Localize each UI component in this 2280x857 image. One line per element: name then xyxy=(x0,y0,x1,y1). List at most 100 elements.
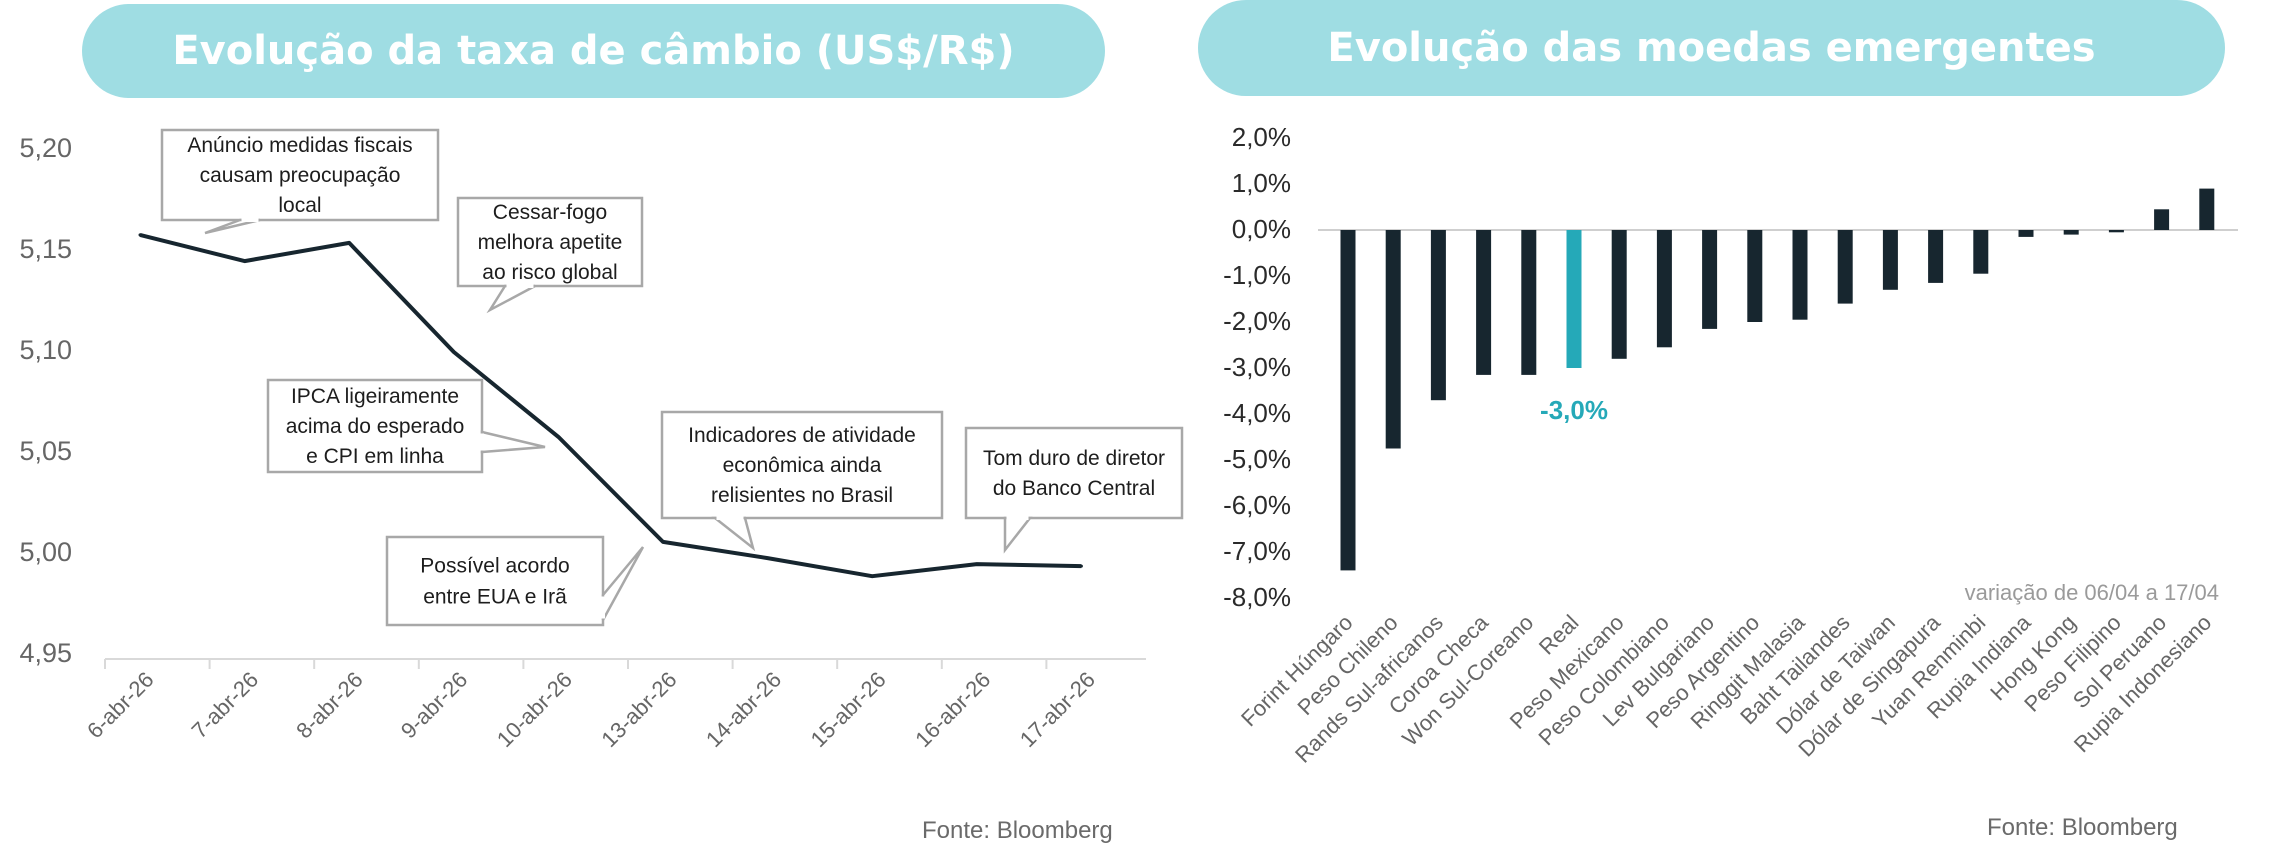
data-point xyxy=(975,562,979,566)
callout-text: acima do esperado xyxy=(286,415,465,438)
callout-text: Possível acordo xyxy=(420,555,569,578)
y-tick-label: 4,95 xyxy=(19,638,72,668)
callout-pointer xyxy=(601,546,645,621)
bar xyxy=(1882,230,1898,290)
data-point xyxy=(870,574,874,578)
annotation-callout: IPCA ligeiramente acima do esperado e CPI … xyxy=(266,378,546,474)
period-note: variação de 06/04 a 17/04 xyxy=(1965,580,2219,605)
data-point xyxy=(661,540,665,544)
callout-text: e CPI em linha xyxy=(306,445,444,468)
data-point xyxy=(1079,564,1083,568)
data-point xyxy=(347,241,351,245)
callout-box xyxy=(456,196,644,288)
bar xyxy=(1973,230,1989,274)
y-tick-label: -6,0% xyxy=(1223,490,1291,520)
annotation-callout: Possível acordo entre EUA e Irã xyxy=(385,535,645,627)
annotation-callout: Cessar-fogo melhora apetite ao risco globa… xyxy=(456,196,644,314)
y-tick-label: 5,10 xyxy=(19,335,72,365)
bar xyxy=(1385,230,1401,449)
x-tick-label: 7-abr-26 xyxy=(187,667,263,743)
bar xyxy=(1476,230,1492,375)
callout-box xyxy=(964,426,1184,520)
callout-text: entre EUA e Irã xyxy=(423,586,567,609)
data-point xyxy=(766,556,770,560)
annotation-callout: Anúncio medidas fiscais causam preocupaçã… xyxy=(160,128,440,235)
callout-text: Anúncio medidas fiscais xyxy=(187,134,412,157)
y-tick-label: 5,20 xyxy=(19,133,72,163)
x-tick-label: 15-abr-26 xyxy=(806,667,891,752)
x-tick-label: 16-abr-26 xyxy=(910,667,995,752)
bar xyxy=(1521,230,1537,375)
y-tick-label: -1,0% xyxy=(1223,260,1291,290)
callout-text: Tom duro de diretor xyxy=(983,447,1165,470)
bar xyxy=(2154,209,2170,230)
bar xyxy=(2018,230,2034,237)
y-tick-label: -4,0% xyxy=(1223,398,1291,428)
x-tick-label: 6-abr-26 xyxy=(82,667,158,743)
bar xyxy=(1340,230,1356,571)
callout-text: causam preocupação xyxy=(200,164,401,187)
y-tick-label: 1,0% xyxy=(1232,168,1291,198)
y-tick-label: 0,0% xyxy=(1232,214,1291,244)
y-tick-label: -3,0% xyxy=(1223,352,1291,382)
callout-text: relisientes no Brasil xyxy=(711,484,893,507)
x-tick-label: 13-abr-26 xyxy=(596,667,681,752)
left-line-chart: 5,20 5,15 5,10 5,05 5,00 4,95 6-abr-26 7-abr-26… xyxy=(19,128,1184,752)
bar xyxy=(1430,230,1446,401)
y-tick-label: 5,15 xyxy=(19,234,72,264)
bar xyxy=(2199,188,2215,230)
y-tick-label: -7,0% xyxy=(1223,536,1291,566)
callout-pointer xyxy=(1003,516,1033,554)
x-tick-label: 14-abr-26 xyxy=(701,667,786,752)
data-point xyxy=(243,259,247,263)
data-point xyxy=(138,233,142,237)
left-chart-title: Evolução da taxa de câmbio (US$/R$) xyxy=(82,4,1105,98)
bar xyxy=(1566,230,1582,368)
callout-text: econômica ainda xyxy=(723,454,882,477)
bar xyxy=(1747,230,1763,322)
callout-pointer xyxy=(480,430,546,454)
callout-pointer xyxy=(486,284,536,314)
bar xyxy=(2063,230,2079,235)
callout-text: Cessar-fogo xyxy=(493,201,607,224)
annotation-callout: Tom duro de diretor do Banco Central xyxy=(964,426,1184,554)
y-tick-label: 5,05 xyxy=(19,436,72,466)
right-chart-title: Evolução das moedas emergentes xyxy=(1198,0,2225,96)
callout-text: do Banco Central xyxy=(993,477,1155,500)
series-line xyxy=(139,232,1082,579)
x-tick-label: 10-abr-26 xyxy=(492,667,577,752)
y-tick-label: -2,0% xyxy=(1223,306,1291,336)
highlight-data-label: -3,0% xyxy=(1540,395,1608,425)
data-point xyxy=(452,350,456,354)
callout-box xyxy=(660,410,944,520)
right-bar-chart: 2,0% 1,0% 0,0% -1,0% -2,0% -3,0% -4,0% -5,0% -6,… xyxy=(1223,122,2238,768)
x-tick-label: 8-abr-26 xyxy=(291,667,367,743)
callout-text: local xyxy=(278,194,321,217)
annotation-callout: Indicadores de atividade econômica ainda r… xyxy=(660,410,944,552)
y-tick-label: -8,0% xyxy=(1223,582,1291,612)
bar xyxy=(1611,230,1627,359)
callout-text: Indicadores de atividade xyxy=(688,424,916,447)
callout-box xyxy=(160,128,440,222)
callout-box xyxy=(266,378,484,474)
data-point xyxy=(556,435,560,439)
bar xyxy=(1792,230,1808,320)
x-tick-label: 17-abr-26 xyxy=(1015,667,1100,752)
y-tick-label: -5,0% xyxy=(1223,444,1291,474)
y-tick-label: 2,0% xyxy=(1232,122,1291,152)
bar xyxy=(1837,230,1853,304)
callout-box xyxy=(385,535,605,627)
bar xyxy=(1656,230,1672,348)
callout-text: ao risco global xyxy=(482,261,617,284)
x-tick-label: 9-abr-26 xyxy=(396,667,472,743)
bar xyxy=(1928,230,1944,283)
callout-text: IPCA ligeiramente xyxy=(291,385,459,408)
bar xyxy=(2108,230,2124,233)
y-tick-label: 5,00 xyxy=(19,537,72,567)
right-source-note: Fonte: Bloomberg xyxy=(1987,814,2178,841)
callout-text: melhora apetite xyxy=(478,231,623,254)
callout-pointer xyxy=(711,516,756,552)
left-source-note: Fonte: Bloomberg xyxy=(922,817,1113,844)
bar xyxy=(1702,230,1718,329)
